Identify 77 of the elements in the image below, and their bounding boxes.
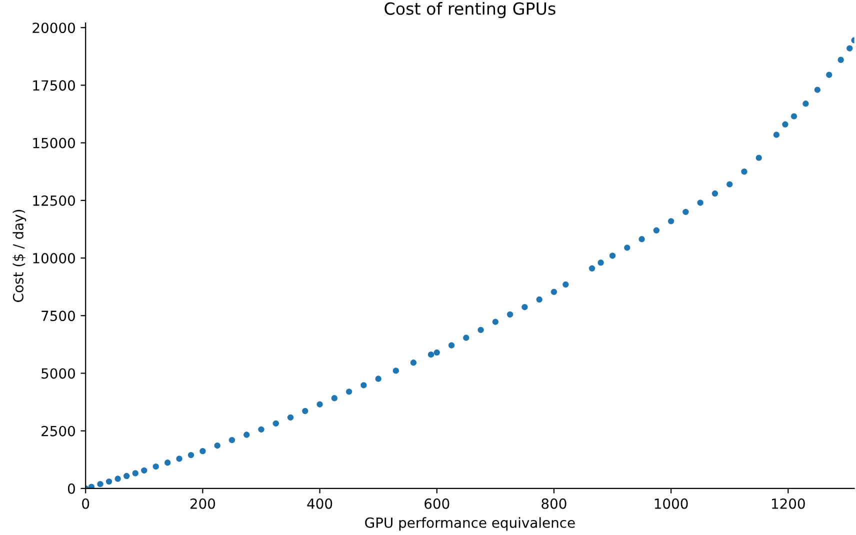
point: [726, 181, 733, 188]
y-axis-title: Cost ($ / day): [12, 210, 26, 302]
y-tick-label: 17500: [33, 80, 75, 91]
point: [522, 304, 528, 310]
point: [360, 382, 367, 388]
point: [838, 56, 844, 63]
point: [536, 296, 542, 303]
x-tick-label: 1000: [654, 498, 688, 509]
point: [598, 260, 604, 266]
point: [814, 86, 821, 93]
point: [188, 452, 194, 458]
x-tick-label: 0: [82, 498, 90, 509]
point: [272, 420, 279, 427]
point: [653, 227, 660, 234]
x-tick-label: 200: [190, 498, 216, 509]
point: [550, 288, 558, 296]
y-tick-label: 20000: [32, 22, 75, 34]
point: [200, 448, 206, 454]
point: [316, 401, 323, 408]
point: [331, 395, 338, 402]
point: [410, 360, 417, 366]
x-tick-label: 400: [307, 498, 332, 509]
point: [258, 426, 264, 433]
y-tick-label: 15000: [33, 138, 75, 148]
point: [97, 480, 104, 488]
point: [392, 368, 399, 374]
point: [790, 113, 798, 120]
point: [88, 484, 95, 488]
point: [782, 121, 788, 128]
point: [152, 463, 159, 470]
point: [434, 349, 440, 356]
point: [609, 252, 616, 259]
point: [478, 326, 484, 334]
point: [243, 432, 250, 438]
point: [826, 72, 832, 78]
point: [506, 311, 514, 318]
x-axis-title: GPU performance equivalence: [365, 517, 575, 531]
point: [164, 460, 171, 466]
point: [132, 470, 138, 476]
point: [302, 408, 308, 414]
y-tick-label: 7500: [42, 310, 75, 322]
point: [123, 472, 130, 480]
point: [228, 436, 236, 444]
point: [638, 236, 645, 242]
y-tick-label: 2500: [42, 426, 75, 436]
point: [741, 168, 748, 175]
point: [773, 132, 780, 138]
point: [346, 388, 352, 395]
point: [106, 478, 112, 485]
point: [668, 218, 674, 224]
point: [756, 154, 762, 161]
point: [114, 476, 121, 482]
point: [588, 265, 596, 272]
point: [492, 318, 499, 325]
x-tick-label: 800: [542, 498, 566, 509]
point: [682, 208, 689, 216]
point: [448, 342, 455, 348]
point: [562, 281, 569, 288]
point: [624, 244, 630, 251]
point: [846, 45, 853, 52]
y-tick-label: 5000: [42, 368, 75, 379]
y-tick-label: 10000: [33, 253, 75, 264]
y-tick-label: 0: [68, 483, 75, 494]
point: [428, 351, 434, 358]
chart-title: Cost of renting GPUs: [384, 2, 556, 18]
y-tick-label: 12500: [33, 195, 75, 206]
point: [697, 200, 704, 206]
point: [214, 442, 220, 449]
point: [287, 414, 294, 421]
point: [141, 467, 148, 474]
x-tick-label: 600: [424, 498, 450, 509]
point: [463, 334, 470, 341]
x-tick-label: 1200: [772, 498, 805, 509]
point: [176, 456, 182, 462]
point: [802, 100, 809, 107]
point: [712, 190, 718, 197]
point: [375, 376, 382, 382]
